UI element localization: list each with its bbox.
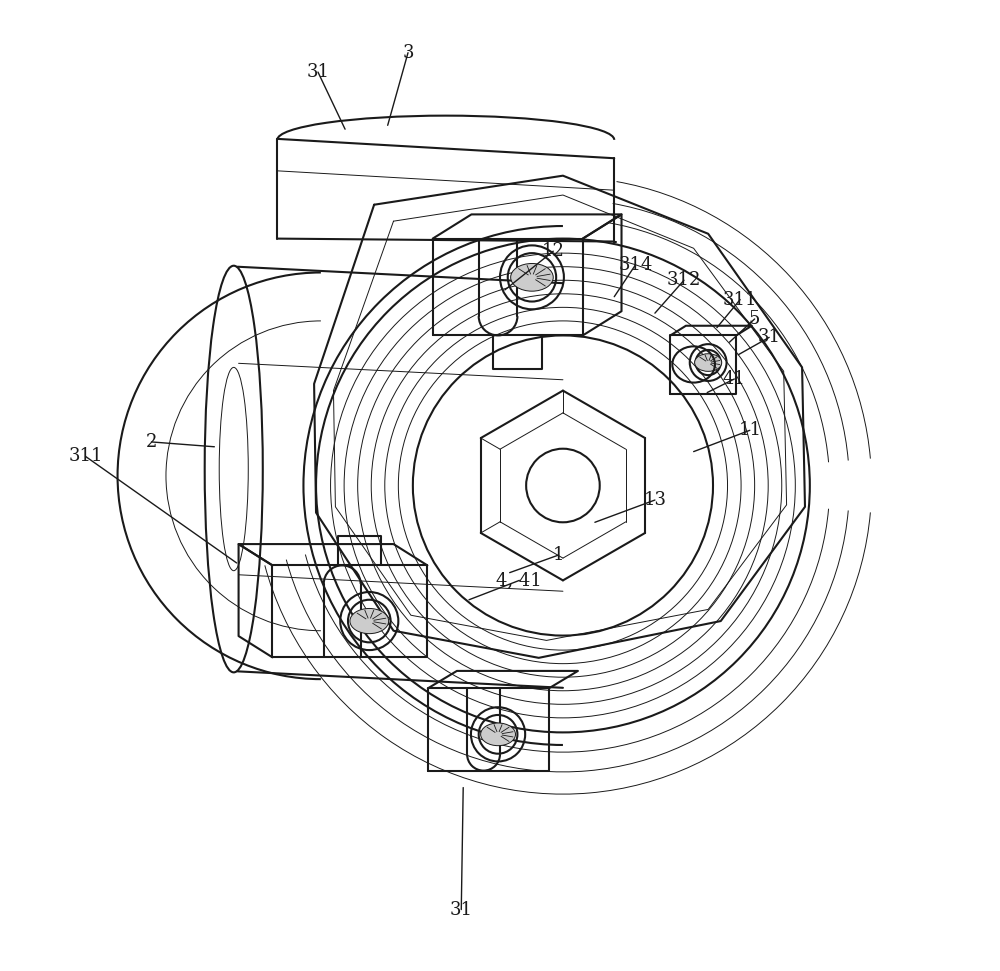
Text: 312: 312	[667, 271, 701, 289]
Text: 311: 311	[723, 290, 757, 309]
Text: 1: 1	[552, 547, 564, 564]
Text: 2: 2	[146, 433, 157, 451]
Text: 4, 41: 4, 41	[496, 571, 542, 589]
Text: 311: 311	[68, 448, 103, 465]
Text: 3: 3	[402, 44, 414, 62]
Text: 12: 12	[542, 242, 565, 260]
Text: 11: 11	[738, 421, 761, 439]
Text: 31: 31	[758, 328, 781, 347]
Ellipse shape	[511, 263, 553, 291]
Text: 41: 41	[723, 370, 746, 388]
Text: 31: 31	[306, 63, 329, 81]
Text: 13: 13	[643, 491, 666, 509]
Ellipse shape	[481, 723, 515, 746]
Text: 314: 314	[618, 255, 653, 274]
Ellipse shape	[350, 609, 389, 634]
Text: 5: 5	[749, 310, 760, 328]
Ellipse shape	[695, 353, 722, 371]
Text: 31: 31	[450, 900, 473, 919]
